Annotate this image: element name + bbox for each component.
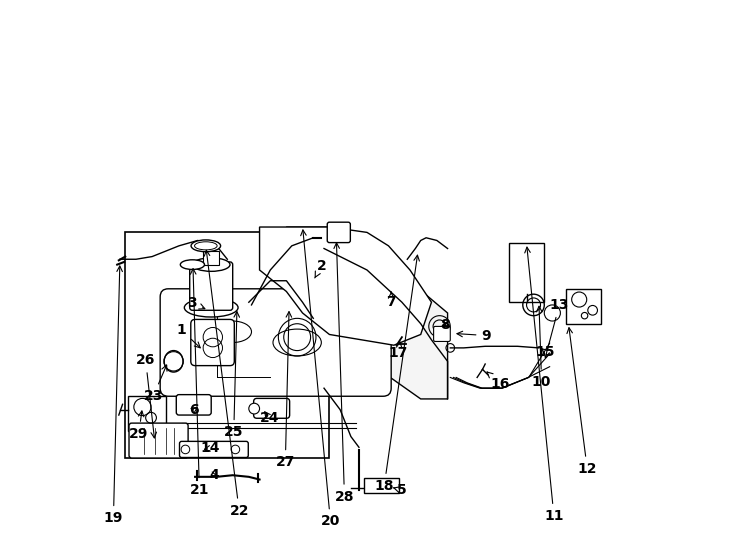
Text: 17: 17 (388, 342, 408, 360)
Text: 23: 23 (144, 365, 167, 403)
Text: 24: 24 (260, 411, 279, 425)
Ellipse shape (181, 260, 205, 269)
FancyBboxPatch shape (189, 262, 233, 310)
Text: 26: 26 (136, 353, 156, 438)
FancyBboxPatch shape (434, 326, 450, 341)
Bar (566, 289, 600, 323)
Bar (203, 251, 219, 265)
Text: 10: 10 (532, 306, 551, 389)
FancyBboxPatch shape (176, 395, 211, 415)
FancyBboxPatch shape (191, 320, 234, 366)
Text: 9: 9 (457, 328, 491, 342)
Text: 25: 25 (224, 312, 244, 439)
FancyBboxPatch shape (129, 423, 188, 458)
Text: 27: 27 (276, 312, 295, 469)
Text: 4: 4 (209, 468, 219, 482)
Ellipse shape (191, 240, 221, 252)
Text: 12: 12 (567, 328, 597, 476)
Text: 14: 14 (200, 441, 220, 455)
Bar (128, 396, 166, 431)
Text: 16: 16 (487, 372, 510, 391)
Text: 15: 15 (536, 345, 555, 359)
Text: 2: 2 (315, 259, 326, 278)
Ellipse shape (192, 258, 230, 271)
FancyBboxPatch shape (327, 222, 350, 242)
Ellipse shape (184, 298, 238, 317)
Text: 20: 20 (301, 230, 340, 529)
Circle shape (249, 403, 260, 414)
Text: 22: 22 (204, 251, 249, 518)
FancyBboxPatch shape (160, 289, 391, 396)
Text: 1: 1 (177, 323, 200, 348)
Text: 21: 21 (189, 268, 209, 497)
Text: 13: 13 (544, 298, 569, 357)
Polygon shape (286, 227, 448, 399)
Bar (126, 232, 330, 458)
Text: 29: 29 (129, 411, 148, 441)
Text: 8: 8 (440, 318, 450, 332)
Text: 11: 11 (525, 247, 564, 523)
Text: 5: 5 (394, 483, 407, 497)
FancyBboxPatch shape (180, 441, 248, 457)
Text: 6: 6 (189, 403, 199, 417)
Text: 19: 19 (103, 266, 123, 525)
Text: 7: 7 (386, 292, 396, 309)
Text: 3: 3 (188, 296, 205, 310)
Polygon shape (260, 227, 432, 345)
Ellipse shape (164, 350, 183, 372)
Bar (364, 478, 399, 493)
Text: 28: 28 (334, 243, 355, 504)
FancyBboxPatch shape (254, 399, 290, 418)
Bar (509, 243, 545, 302)
Text: 18: 18 (374, 255, 419, 493)
